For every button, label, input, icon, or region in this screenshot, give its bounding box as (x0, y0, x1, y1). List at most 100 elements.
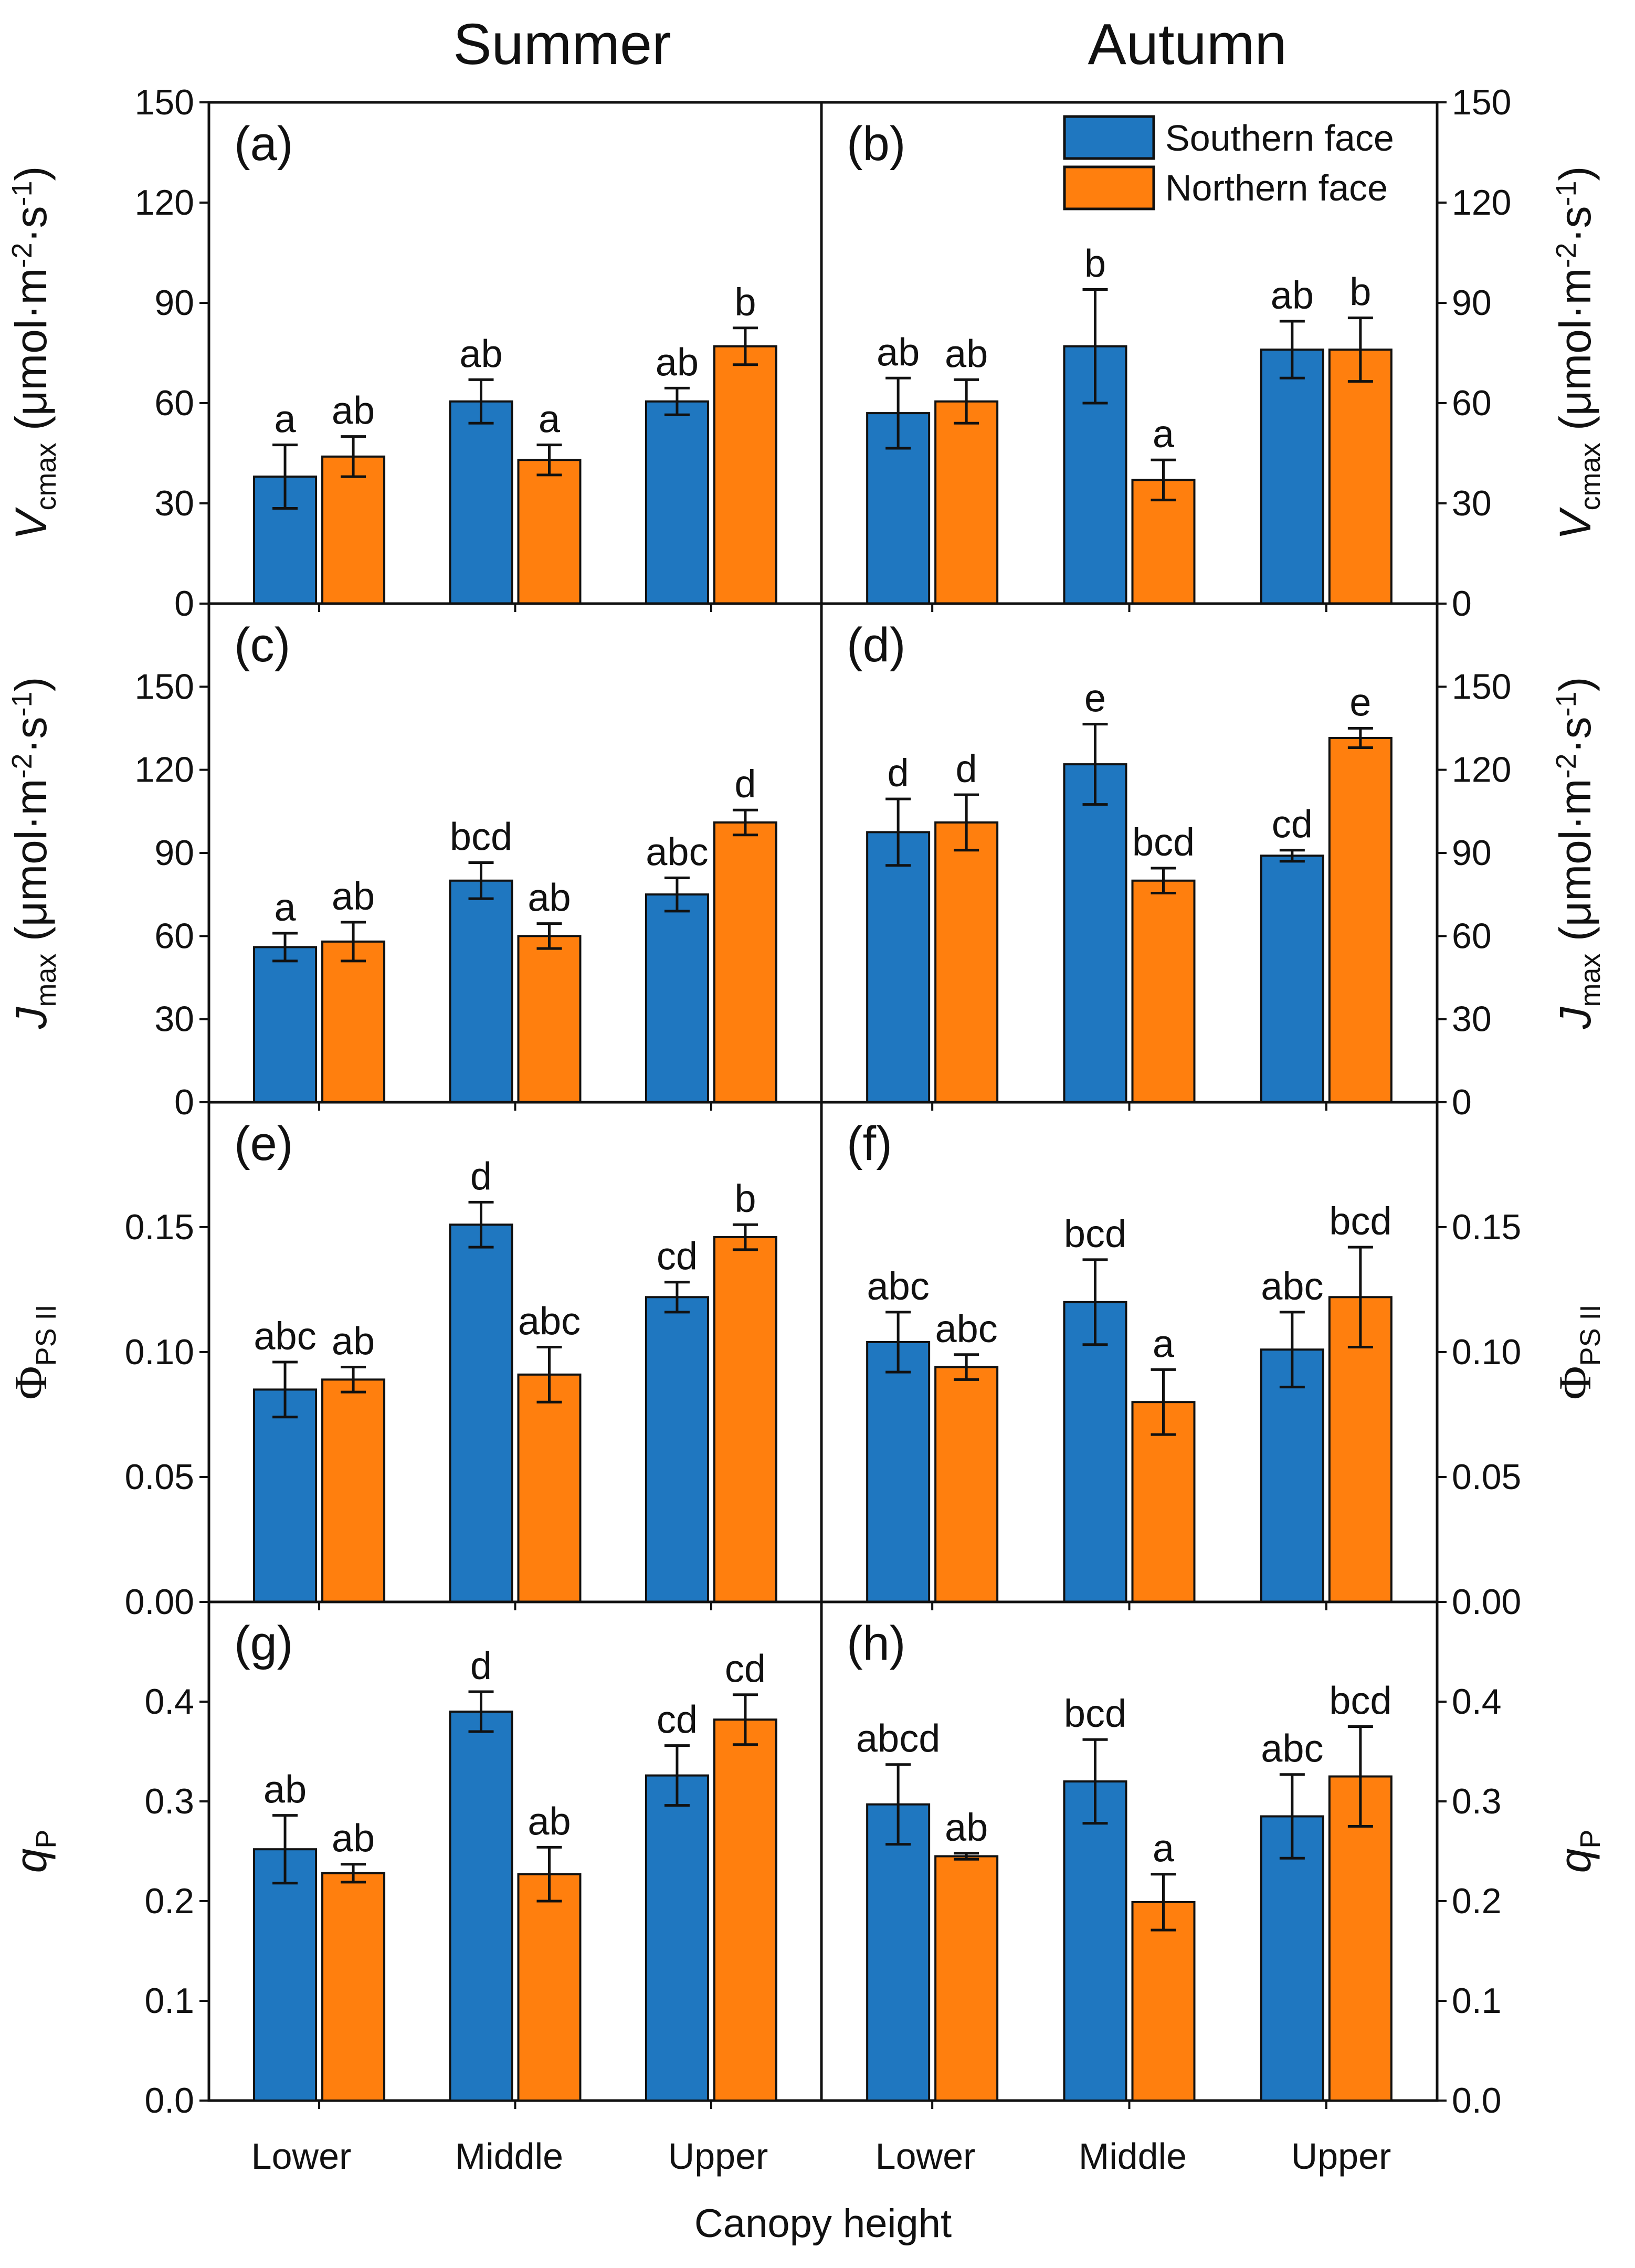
significance-label: ab (332, 1320, 375, 1363)
significance-label: ab (528, 1799, 571, 1843)
y-axis-symbol: Φ (6, 1366, 57, 1399)
bar-northern (934, 400, 999, 605)
y-axis-unit: ) (1550, 677, 1600, 691)
bar-northern (713, 821, 777, 1103)
y-tick-label: 0.3 (1452, 1781, 1502, 1821)
y-tick-label: 0.00 (1452, 1582, 1521, 1622)
y-tick-label: 90 (1452, 833, 1492, 873)
significance-label: ab (459, 332, 502, 375)
y-tick-label: 60 (154, 916, 194, 956)
y-tick-label: 60 (1452, 916, 1492, 956)
bar-northern (713, 1236, 777, 1604)
y-tick-label: 0 (174, 1082, 194, 1122)
y-axis-unit: ) (6, 677, 56, 691)
y-tick-label: 90 (154, 833, 194, 873)
significance-label: e (1349, 681, 1371, 724)
y-axis-symbol: J (6, 1007, 56, 1030)
y-tick-label: 120 (135, 750, 194, 790)
bar-northern (321, 1872, 386, 2102)
y-tick-label: 30 (1452, 999, 1492, 1039)
bar-southern (645, 893, 709, 1103)
significance-label: b (734, 280, 756, 324)
significance-label: e (1084, 677, 1106, 720)
y-axis-exponent: -1 (1550, 181, 1582, 206)
y-axis-symbol: q (1550, 1848, 1600, 1873)
y-tick-label: 150 (135, 82, 194, 122)
y-tick-label: 0.1 (1452, 1981, 1502, 2021)
bar-southern (1063, 1780, 1127, 2102)
y-axis-title: qP (6, 1830, 62, 1873)
y-axis-title: ΦPS II (6, 1304, 62, 1399)
significance-label: d (470, 1644, 492, 1687)
significance-label: a (539, 397, 561, 441)
significance-label: ab (945, 1806, 988, 1849)
bar-southern (645, 400, 709, 605)
panel-c: 0 30 60 90 120 150 (c) a bcd abc ab ab d Jmax (μmol·m… (6, 602, 823, 1122)
x-category-label: Lower (875, 2136, 976, 2177)
y-tick-label: 150 (1452, 82, 1511, 122)
significance-label: a (1153, 1827, 1175, 1870)
significance-label: d (888, 751, 909, 795)
bar-southern (253, 1388, 318, 1603)
significance-label: a (1153, 412, 1175, 456)
y-tick-label: 150 (1452, 667, 1511, 706)
bar-northern (1328, 349, 1393, 605)
significance-label: ab (332, 874, 375, 918)
y-tick-label: 150 (135, 667, 194, 706)
significance-label: ab (945, 332, 988, 375)
y-axis-title: ΦPS II (1550, 1304, 1606, 1399)
y-axis-title: Vcmax (μmol·m-2·s-1) (6, 166, 62, 540)
significance-label: ab (332, 389, 375, 432)
bar-southern (449, 1711, 513, 2102)
y-tick-label: 30 (154, 999, 194, 1039)
y-axis-subscript: cmax (1575, 442, 1606, 510)
legend: Southern face Northern face (1063, 115, 1394, 210)
y-axis-unit: (μmol·m (1550, 268, 1600, 442)
significance-label: ab (332, 1817, 375, 1860)
significance-label: ab (656, 340, 699, 384)
significance-label: a (274, 397, 296, 441)
y-axis-exponent: -2 (1550, 242, 1582, 268)
panel-label: (e) (234, 1117, 293, 1170)
bar-northern (517, 459, 582, 605)
bar-southern (645, 1296, 709, 1603)
significance-label: abc (646, 830, 708, 874)
panel-label: (b) (847, 117, 905, 171)
y-axis-exponent: -1 (1550, 691, 1582, 716)
bar-southern (449, 400, 513, 605)
y-tick-label: 30 (154, 483, 194, 523)
panel-label: (a) (234, 117, 293, 171)
significance-label: ab (877, 330, 920, 374)
y-tick-label: 60 (1452, 383, 1492, 423)
y-tick-label: 120 (1452, 750, 1511, 790)
significance-label: cd (657, 1235, 698, 1278)
panel-label: (c) (234, 618, 290, 672)
x-category-label: Upper (1291, 2136, 1391, 2177)
bar-northern (517, 1873, 582, 2102)
bar-southern (1063, 1301, 1127, 1604)
significance-label: d (956, 747, 977, 790)
bar-southern (645, 1774, 709, 2102)
y-axis-exponent: -1 (6, 181, 38, 206)
y-tick-label: 0.15 (125, 1207, 194, 1247)
significance-label: a (1153, 1322, 1175, 1365)
bar-northern (713, 345, 777, 605)
significance-label: ab (1271, 273, 1314, 317)
y-axis-subscript: max (1575, 954, 1606, 1007)
y-axis-subscript: P (1575, 1830, 1606, 1849)
y-axis-subscript: max (30, 954, 62, 1007)
y-tick-label: 30 (1452, 483, 1492, 523)
bar-southern (866, 1341, 931, 1603)
y-axis-symbol: V (1550, 507, 1600, 540)
y-tick-label: 0.15 (1452, 1207, 1521, 1247)
significance-label: abcd (856, 1717, 940, 1760)
significance-label: abc (867, 1264, 929, 1308)
bar-southern (253, 1848, 318, 2102)
legend-label-northern: Northern face (1165, 167, 1388, 208)
